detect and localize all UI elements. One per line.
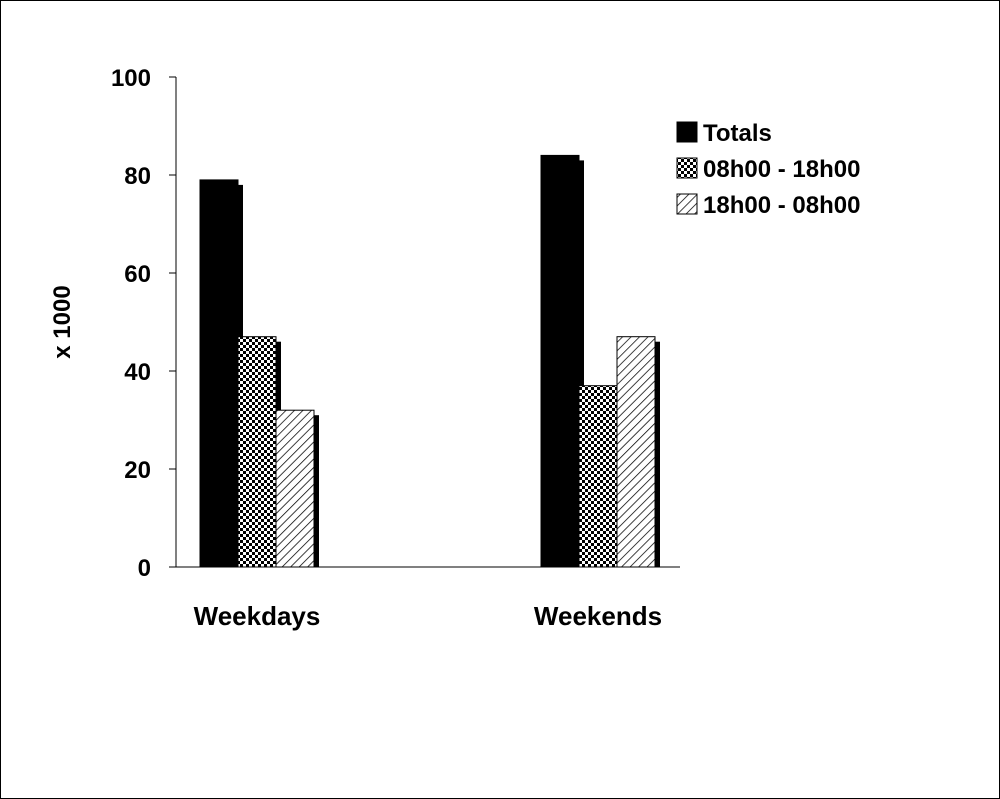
legend-label: 18h00 - 08h00 [703, 192, 860, 219]
bar [616, 336, 656, 568]
legend-swatch [676, 157, 698, 179]
y-tick-label: 60 [124, 261, 151, 288]
bar [237, 336, 277, 568]
y-tick-label: 20 [124, 457, 151, 484]
y-tick-label: 100 [111, 65, 151, 92]
y-tick-label: 80 [124, 163, 151, 190]
bar [578, 385, 618, 568]
x-category-label: Weekends [534, 601, 662, 631]
y-tick-label: 40 [124, 359, 151, 386]
bar [275, 409, 315, 568]
y-tick-label: 0 [138, 555, 151, 582]
legend-label: Totals [703, 120, 772, 147]
bar [199, 179, 239, 568]
legend-swatch [676, 193, 698, 215]
bar [540, 154, 580, 568]
legend-label: 08h00 - 18h00 [703, 156, 860, 183]
y-axis-label: x 1000 [49, 285, 76, 358]
x-category-label: Weekdays [194, 601, 321, 631]
legend-swatch [676, 121, 698, 143]
